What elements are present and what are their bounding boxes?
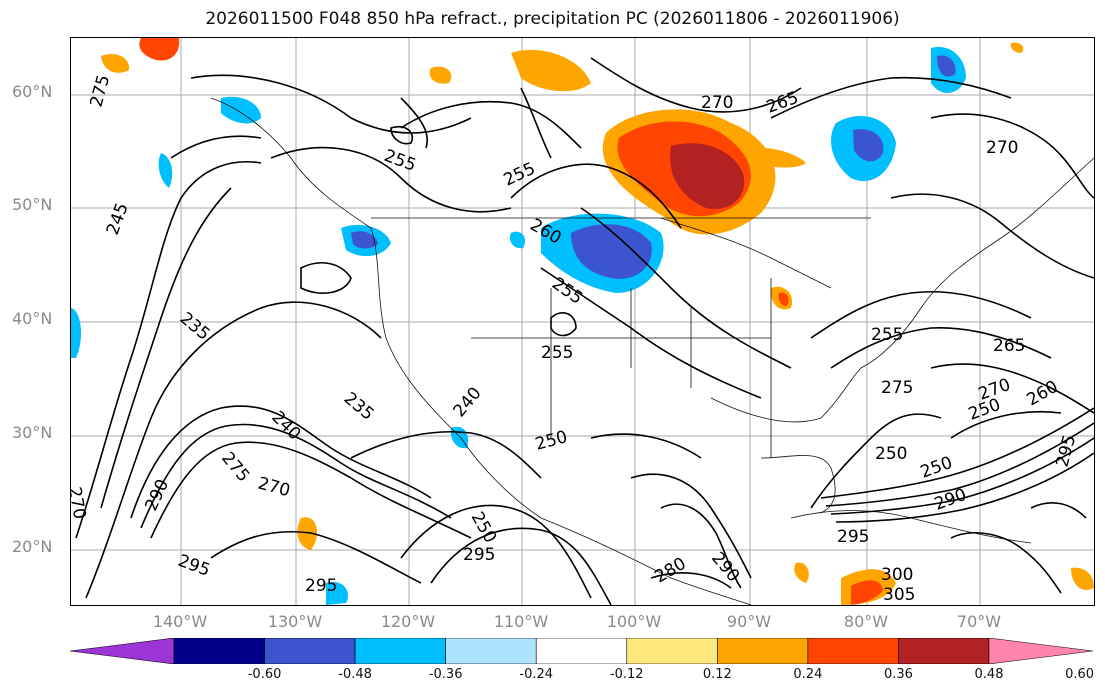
contour-label: 265	[993, 336, 1025, 356]
colorbar-cell	[626, 638, 718, 664]
map-canvas: 270 265 255 255 260 255 250 245 235 240 …	[71, 38, 1094, 605]
contour-label: 250	[467, 509, 501, 547]
colorbar-tick-label: -0.12	[609, 667, 644, 682]
contour-label: 275	[87, 73, 115, 110]
colorbar-cell	[264, 638, 356, 664]
precip-shading	[71, 38, 1094, 605]
contour-label: 255	[541, 343, 573, 363]
colorbar-cell	[717, 638, 809, 664]
lat-label-20n: 20°N	[12, 537, 53, 556]
contour-label: 275	[217, 448, 253, 486]
lon-label-100w: 100°W	[606, 612, 662, 631]
colorbar-cell	[988, 638, 1093, 664]
contour-label: 295	[837, 527, 869, 547]
lon-label-140w: 140°W	[152, 612, 208, 631]
colorbar-cell	[807, 638, 899, 664]
contour-label: 305	[883, 585, 915, 605]
colorbar-cell	[70, 638, 175, 664]
colorbar-cell	[173, 638, 265, 664]
lat-label-60n: 60°N	[12, 82, 53, 101]
lat-label-50n: 50°N	[12, 195, 53, 214]
lon-label-70w: 70°W	[956, 612, 1002, 631]
colorbar-tick-label: 0.48	[974, 667, 1004, 682]
coastlines	[210, 97, 1094, 605]
contour-label: 240	[450, 383, 486, 421]
contour-label: 295	[463, 545, 495, 565]
contour-label: 265	[764, 88, 801, 118]
map-panel: 270 265 255 255 260 255 250 245 235 240 …	[70, 37, 1095, 606]
lon-label-130w: 130°W	[267, 612, 323, 631]
colorbar-tick-label: 0.12	[702, 667, 732, 682]
colorbar-tick-label: -0.48	[338, 667, 372, 682]
colorbar-tick-label: -0.60	[247, 667, 282, 682]
contour-labels: 270 265 255 255 260 255 250 245 235 240 …	[71, 73, 1080, 605]
colorbar-tick-label: -0.36	[428, 667, 463, 682]
colorbar-cell	[898, 638, 990, 664]
contour-label: 235	[340, 389, 378, 425]
contour-label: 250	[918, 453, 955, 483]
contour-label: 270	[701, 93, 733, 113]
contour-label: 250	[533, 427, 570, 455]
lon-label-120w: 120°W	[380, 612, 436, 631]
contour-label: 255	[381, 146, 418, 176]
graticule	[71, 38, 1094, 605]
colorbar-cell	[535, 638, 628, 664]
colorbar-cell	[445, 638, 537, 664]
contour-label: 275	[881, 378, 913, 398]
contour-label: 245	[103, 200, 133, 237]
contour-label: 255	[501, 159, 539, 191]
map-title: 2026011500 F048 850 hPa refract., precip…	[205, 9, 900, 29]
colorbar-tick-label: 0.36	[883, 667, 913, 682]
colorbar-tick-label: 0.60	[1065, 667, 1095, 682]
colorbar	[70, 638, 1093, 664]
refractivity-contours	[75, 57, 1094, 605]
colorbar-tick-label: -0.24	[519, 667, 554, 682]
lon-label-90w: 90°W	[726, 612, 772, 631]
contour-label: 255	[871, 325, 903, 345]
contour-label: 270	[976, 375, 1013, 405]
colorbar-cell	[354, 638, 446, 664]
lon-label-80w: 80°W	[843, 612, 889, 631]
contour-label: 260	[1024, 377, 1062, 411]
contour-label: 300	[881, 565, 913, 585]
contour-label: 250	[875, 444, 907, 464]
lat-label-30n: 30°N	[12, 423, 53, 442]
lat-label-40n: 40°N	[12, 309, 53, 328]
contour-label: 270	[256, 474, 293, 502]
contour-label: 270	[71, 485, 89, 520]
colorbar-tick-label: 0.24	[793, 667, 823, 682]
lon-label-110w: 110°W	[493, 612, 549, 631]
contour-label: 270	[986, 138, 1018, 158]
contour-label: 295	[305, 576, 337, 596]
